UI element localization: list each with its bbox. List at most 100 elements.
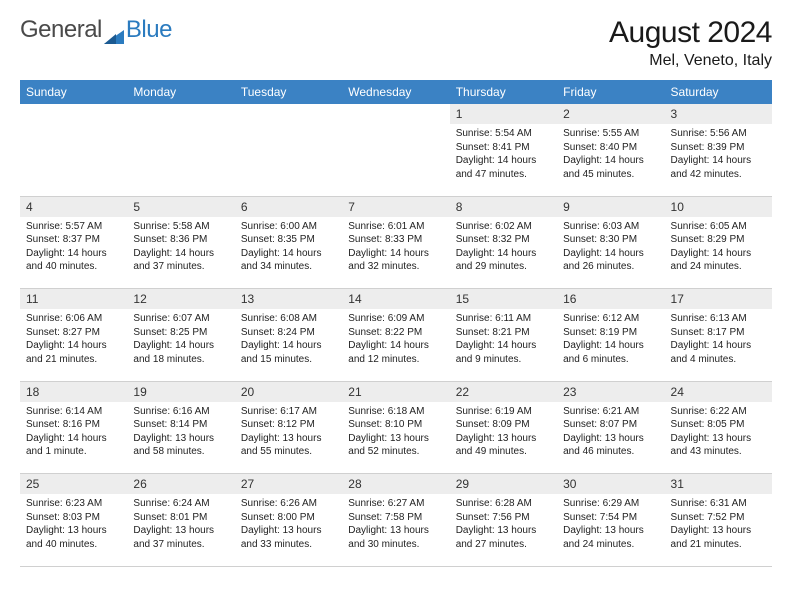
daynum-row: 11121314151617	[20, 289, 772, 310]
daylight-line: Daylight: 14 hours and 9 minutes.	[456, 339, 551, 366]
day-number-cell: 17	[665, 289, 772, 310]
sunset-line: Sunset: 7:52 PM	[671, 511, 766, 525]
sunset-line: Sunset: 8:30 PM	[563, 233, 658, 247]
day-number-cell: 31	[665, 474, 772, 495]
sunrise-line: Sunrise: 6:28 AM	[456, 497, 551, 511]
day-content-cell	[127, 124, 234, 196]
sunset-line: Sunset: 8:37 PM	[26, 233, 121, 247]
day-number-cell: 24	[665, 381, 772, 402]
sunrise-line: Sunrise: 6:13 AM	[671, 312, 766, 326]
sunset-line: Sunset: 7:54 PM	[563, 511, 658, 525]
day-number-cell: 20	[235, 381, 342, 402]
day-content-cell: Sunrise: 6:18 AMSunset: 8:10 PMDaylight:…	[342, 402, 449, 474]
day-content-cell: Sunrise: 6:12 AMSunset: 8:19 PMDaylight:…	[557, 309, 664, 381]
sunset-line: Sunset: 8:09 PM	[456, 418, 551, 432]
day-content-cell: Sunrise: 5:57 AMSunset: 8:37 PMDaylight:…	[20, 217, 127, 289]
sunrise-line: Sunrise: 6:01 AM	[348, 220, 443, 234]
day-content-cell	[235, 124, 342, 196]
sunrise-line: Sunrise: 6:18 AM	[348, 405, 443, 419]
weekday-header: Saturday	[665, 80, 772, 104]
day-number-cell: 2	[557, 104, 664, 124]
sunset-line: Sunset: 8:21 PM	[456, 326, 551, 340]
sunset-line: Sunset: 8:03 PM	[26, 511, 121, 525]
daylight-line: Daylight: 13 hours and 46 minutes.	[563, 432, 658, 459]
day-number-cell: 11	[20, 289, 127, 310]
sunset-line: Sunset: 8:36 PM	[133, 233, 228, 247]
day-content-cell: Sunrise: 6:02 AMSunset: 8:32 PMDaylight:…	[450, 217, 557, 289]
daylight-line: Daylight: 13 hours and 37 minutes.	[133, 524, 228, 551]
sunrise-line: Sunrise: 6:29 AM	[563, 497, 658, 511]
day-number-cell: 3	[665, 104, 772, 124]
sunrise-line: Sunrise: 5:55 AM	[563, 127, 658, 141]
sunrise-line: Sunrise: 6:03 AM	[563, 220, 658, 234]
day-content-cell: Sunrise: 6:26 AMSunset: 8:00 PMDaylight:…	[235, 494, 342, 566]
sunrise-line: Sunrise: 5:57 AM	[26, 220, 121, 234]
daylight-line: Daylight: 14 hours and 15 minutes.	[241, 339, 336, 366]
day-content-cell: Sunrise: 6:05 AMSunset: 8:29 PMDaylight:…	[665, 217, 772, 289]
daylight-line: Daylight: 14 hours and 1 minute.	[26, 432, 121, 459]
day-content-cell: Sunrise: 6:22 AMSunset: 8:05 PMDaylight:…	[665, 402, 772, 474]
daylight-line: Daylight: 13 hours and 27 minutes.	[456, 524, 551, 551]
daylight-line: Daylight: 14 hours and 21 minutes.	[26, 339, 121, 366]
sunrise-line: Sunrise: 6:14 AM	[26, 405, 121, 419]
content-row: Sunrise: 6:23 AMSunset: 8:03 PMDaylight:…	[20, 494, 772, 566]
day-number-cell: 15	[450, 289, 557, 310]
sunrise-line: Sunrise: 5:58 AM	[133, 220, 228, 234]
day-number-cell: 7	[342, 196, 449, 217]
day-content-cell: Sunrise: 6:09 AMSunset: 8:22 PMDaylight:…	[342, 309, 449, 381]
sunset-line: Sunset: 8:05 PM	[671, 418, 766, 432]
day-content-cell: Sunrise: 6:03 AMSunset: 8:30 PMDaylight:…	[557, 217, 664, 289]
calendar-table: Sunday Monday Tuesday Wednesday Thursday…	[20, 80, 772, 567]
sunset-line: Sunset: 8:14 PM	[133, 418, 228, 432]
day-number-cell	[20, 104, 127, 124]
sunrise-line: Sunrise: 6:24 AM	[133, 497, 228, 511]
sunset-line: Sunset: 7:56 PM	[456, 511, 551, 525]
daylight-line: Daylight: 13 hours and 40 minutes.	[26, 524, 121, 551]
day-number-cell: 21	[342, 381, 449, 402]
day-number-cell: 30	[557, 474, 664, 495]
daylight-line: Daylight: 13 hours and 58 minutes.	[133, 432, 228, 459]
day-number-cell: 9	[557, 196, 664, 217]
day-number-cell: 22	[450, 381, 557, 402]
sunset-line: Sunset: 8:01 PM	[133, 511, 228, 525]
daylight-line: Daylight: 13 hours and 49 minutes.	[456, 432, 551, 459]
sunrise-line: Sunrise: 6:02 AM	[456, 220, 551, 234]
sunset-line: Sunset: 8:39 PM	[671, 141, 766, 155]
day-content-cell: Sunrise: 6:01 AMSunset: 8:33 PMDaylight:…	[342, 217, 449, 289]
day-content-cell: Sunrise: 6:31 AMSunset: 7:52 PMDaylight:…	[665, 494, 772, 566]
daylight-line: Daylight: 14 hours and 29 minutes.	[456, 247, 551, 274]
weekday-header: Wednesday	[342, 80, 449, 104]
sunset-line: Sunset: 8:22 PM	[348, 326, 443, 340]
day-number-cell: 27	[235, 474, 342, 495]
day-number-cell: 4	[20, 196, 127, 217]
logo: General Blue	[20, 16, 172, 44]
sunrise-line: Sunrise: 6:07 AM	[133, 312, 228, 326]
content-row: Sunrise: 6:14 AMSunset: 8:16 PMDaylight:…	[20, 402, 772, 474]
sunrise-line: Sunrise: 6:09 AM	[348, 312, 443, 326]
sunset-line: Sunset: 8:32 PM	[456, 233, 551, 247]
sunset-line: Sunset: 7:58 PM	[348, 511, 443, 525]
day-content-cell: Sunrise: 6:06 AMSunset: 8:27 PMDaylight:…	[20, 309, 127, 381]
sunrise-line: Sunrise: 6:31 AM	[671, 497, 766, 511]
day-number-cell: 16	[557, 289, 664, 310]
daylight-line: Daylight: 14 hours and 42 minutes.	[671, 154, 766, 181]
sunrise-line: Sunrise: 5:54 AM	[456, 127, 551, 141]
day-number-cell: 23	[557, 381, 664, 402]
sunrise-line: Sunrise: 6:08 AM	[241, 312, 336, 326]
daynum-row: 25262728293031	[20, 474, 772, 495]
day-number-cell: 1	[450, 104, 557, 124]
daylight-line: Daylight: 14 hours and 6 minutes.	[563, 339, 658, 366]
sunrise-line: Sunrise: 6:26 AM	[241, 497, 336, 511]
daylight-line: Daylight: 13 hours and 43 minutes.	[671, 432, 766, 459]
daylight-line: Daylight: 14 hours and 32 minutes.	[348, 247, 443, 274]
day-content-cell: Sunrise: 6:17 AMSunset: 8:12 PMDaylight:…	[235, 402, 342, 474]
daylight-line: Daylight: 14 hours and 12 minutes.	[348, 339, 443, 366]
day-number-cell: 29	[450, 474, 557, 495]
sunrise-line: Sunrise: 6:19 AM	[456, 405, 551, 419]
sunset-line: Sunset: 8:10 PM	[348, 418, 443, 432]
daylight-line: Daylight: 14 hours and 40 minutes.	[26, 247, 121, 274]
sunrise-line: Sunrise: 6:16 AM	[133, 405, 228, 419]
weekday-header: Sunday	[20, 80, 127, 104]
day-content-cell: Sunrise: 5:54 AMSunset: 8:41 PMDaylight:…	[450, 124, 557, 196]
sunset-line: Sunset: 8:12 PM	[241, 418, 336, 432]
